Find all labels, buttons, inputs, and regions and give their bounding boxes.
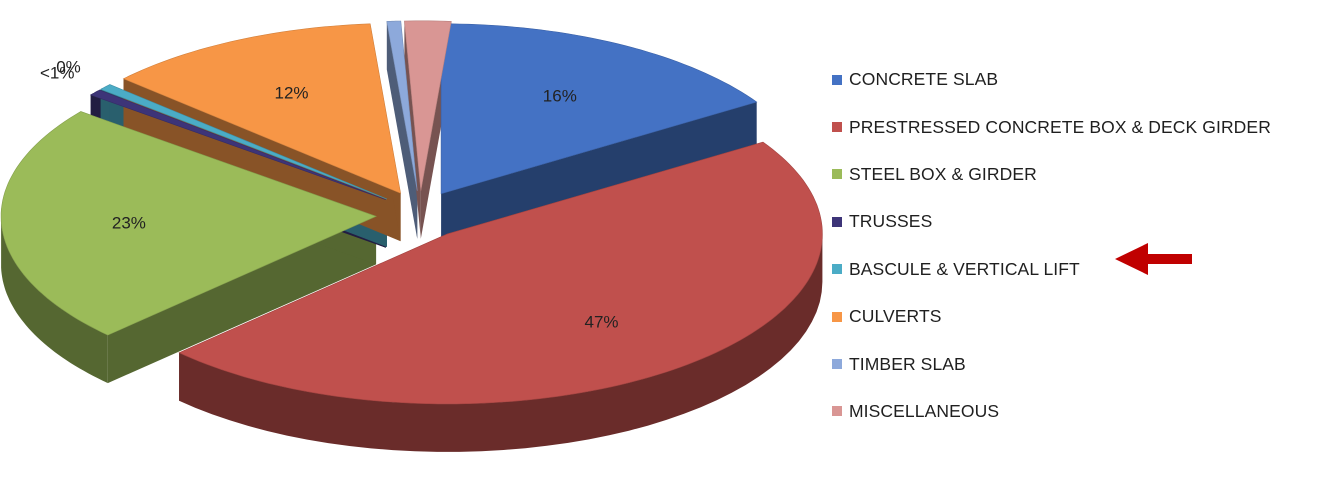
legend-item: CONCRETE SLAB <box>832 56 1271 103</box>
legend-swatch <box>832 216 842 227</box>
legend-label: CULVERTS <box>849 306 942 327</box>
legend-item: PRESTRESSED CONCRETE BOX & DECK GIRDER <box>832 103 1271 150</box>
pie-slice <box>404 20 452 191</box>
pie-slice-side <box>1 216 108 384</box>
pie-data-label: <1% <box>40 64 75 83</box>
legend-swatch <box>832 264 842 275</box>
legend-swatch <box>832 74 842 85</box>
pie-slice-wall <box>107 216 377 384</box>
pie-slice <box>0 111 377 336</box>
pie-slice-wall <box>386 21 418 239</box>
legend-item: CULVERTS <box>832 293 1271 340</box>
pie-slice-tops <box>0 20 823 405</box>
pie-slice-side <box>179 233 823 452</box>
highlight-arrow-icon <box>1115 243 1192 275</box>
legend-label: PRESTRESSED CONCRETE BOX & DECK GIRDER <box>849 116 1271 137</box>
pie-slice <box>122 23 402 194</box>
pie-data-label: 2% <box>417 0 442 3</box>
legend-label: STEEL BOX & GIRDER <box>849 163 1037 184</box>
legend-item: STEEL BOX & GIRDER <box>832 151 1271 198</box>
legend-label: TRUSSES <box>849 211 933 232</box>
legend-item: TRUSSES <box>832 198 1271 245</box>
legend-item: MISCELLANEOUS <box>832 388 1271 435</box>
legend-label: MISCELLANEOUS <box>849 400 1000 421</box>
pie-data-label: 47% <box>584 313 618 332</box>
pie-data-label: 0% <box>56 57 81 76</box>
pie-data-label: 12% <box>274 84 308 103</box>
chart-legend: CONCRETE SLAB PRESTRESSED CONCRETE BOX &… <box>832 56 1271 435</box>
pie-slice <box>99 84 388 200</box>
legend-swatch <box>832 359 842 370</box>
legend-label: BASCULE & VERTICAL LIFT <box>849 258 1080 279</box>
pie-data-labels: 16%47%23%<1%0%12%0%2% <box>40 0 619 332</box>
pie-slice <box>386 20 418 191</box>
legend-label: CONCRETE SLAB <box>849 69 999 90</box>
pie-slice <box>178 141 823 405</box>
pie-data-label: 0% <box>379 0 404 3</box>
pie-slice <box>440 23 758 195</box>
legend-swatch <box>832 311 842 322</box>
legend-swatch <box>832 169 842 180</box>
legend-item: TIMBER SLAB <box>832 340 1271 387</box>
pie-data-label: 16% <box>543 86 577 105</box>
legend-item: BASCULE & VERTICAL LIFT <box>832 246 1271 293</box>
pie-slice-wall <box>441 102 757 242</box>
pie-slice <box>89 89 386 201</box>
legend-label: TIMBER SLAB <box>849 353 966 374</box>
legend-swatch <box>832 122 842 133</box>
pie-data-label: 23% <box>112 214 146 233</box>
legend-swatch <box>832 406 842 417</box>
